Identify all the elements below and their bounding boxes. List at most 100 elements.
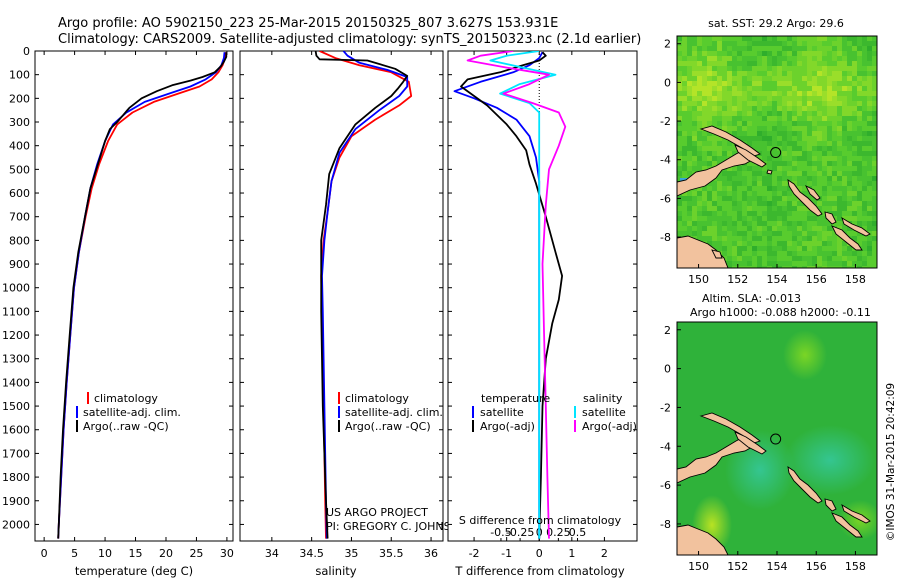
sst-cell (817, 186, 822, 191)
sst-cell (722, 51, 727, 56)
sst-cell (722, 236, 727, 241)
sst-cell (742, 131, 747, 136)
sst-cell (762, 121, 767, 126)
sst-cell (752, 241, 757, 246)
sst-cell (777, 86, 782, 91)
sst-cell (732, 91, 737, 96)
sst-cell (762, 76, 767, 81)
sst-cell (872, 51, 877, 56)
sst-cell (797, 216, 802, 221)
sst-cell (857, 236, 862, 241)
sst-cell (687, 161, 692, 166)
sst-cell (827, 246, 832, 251)
sst-cell (682, 86, 687, 91)
sst-cell (757, 236, 762, 241)
sst-cell (822, 66, 827, 71)
sst-cell (857, 41, 862, 46)
sst-cell (782, 126, 787, 131)
sst-cell (797, 81, 802, 86)
sst-cell (867, 186, 872, 191)
sst-cell (802, 221, 807, 226)
sst-cell (737, 91, 742, 96)
sst-cell (742, 76, 747, 81)
sst-cell (702, 161, 707, 166)
sst-cell (787, 221, 792, 226)
sst-cell (727, 216, 732, 221)
sst-cell (717, 231, 722, 236)
sst-cell (792, 56, 797, 61)
sst-cell (742, 51, 747, 56)
sst-cell (807, 116, 812, 121)
sst-cell (802, 216, 807, 221)
sst-cell (702, 66, 707, 71)
sst-cell (732, 61, 737, 66)
sst-cell (872, 206, 877, 211)
sst-cell (862, 161, 867, 166)
sst-cell (747, 261, 752, 266)
salinity-axis-label: salinity (315, 564, 356, 578)
sst-cell (867, 46, 872, 51)
sst-cell (737, 81, 742, 86)
sst-cell (757, 116, 762, 121)
sst-cell (707, 86, 712, 91)
sst-cell (777, 176, 782, 181)
sst-cell (852, 36, 857, 41)
sst-cell (872, 266, 877, 268)
sst-cell (822, 261, 827, 266)
sst-cell (732, 216, 737, 221)
sst-cell (792, 106, 797, 111)
sst-cell (797, 256, 802, 261)
sst-cell (717, 201, 722, 206)
sst-cell (867, 56, 872, 61)
sst-cell (722, 46, 727, 51)
sst-cell (797, 76, 802, 81)
sst-cell (772, 231, 777, 236)
depth-tick-label: 1400 (2, 376, 30, 389)
sst-cell (732, 261, 737, 266)
sst-cell (827, 116, 832, 121)
map-lon-label: 158 (845, 273, 866, 286)
sst-cell (812, 186, 817, 191)
sst-cell (697, 216, 702, 221)
sst-cell (782, 51, 787, 56)
sst-cell (837, 56, 842, 61)
sst-cell (807, 231, 812, 236)
sst-cell (727, 46, 732, 51)
sst-cell (762, 251, 767, 256)
sst-cell (857, 251, 862, 256)
sst-cell (797, 101, 802, 106)
sst-cell (832, 146, 837, 151)
sst-cell (742, 186, 747, 191)
sst-cell (852, 216, 857, 221)
sst-cell (812, 196, 817, 201)
sst-cell (687, 146, 692, 151)
sst-cell (812, 116, 817, 121)
sst-cell (802, 41, 807, 46)
x-tick-label: 20 (159, 547, 173, 560)
sst-cell (807, 111, 812, 116)
sst-cell (687, 171, 692, 176)
sst-cell (762, 236, 767, 241)
sst-cell (722, 126, 727, 131)
sst-cell (702, 101, 707, 106)
sst-cell (817, 96, 822, 101)
sst-cell (862, 36, 867, 41)
sst-cell (702, 201, 707, 206)
sst-cell (727, 101, 732, 106)
sst-cell (862, 56, 867, 61)
sst-cell (782, 86, 787, 91)
sst-cell (862, 71, 867, 76)
sst-cell (762, 56, 767, 61)
map-lon-label: 150 (688, 273, 709, 286)
sst-cell (867, 61, 872, 66)
sst-cell (812, 76, 817, 81)
sst-cell (842, 246, 847, 251)
sst-cell (817, 56, 822, 61)
sst-cell (857, 171, 862, 176)
sst-cell (752, 121, 757, 126)
sst-cell (847, 171, 852, 176)
sst-cell (847, 246, 852, 251)
sst-cell (707, 116, 712, 121)
sst-cell (757, 171, 762, 176)
sst-cell (822, 266, 827, 268)
